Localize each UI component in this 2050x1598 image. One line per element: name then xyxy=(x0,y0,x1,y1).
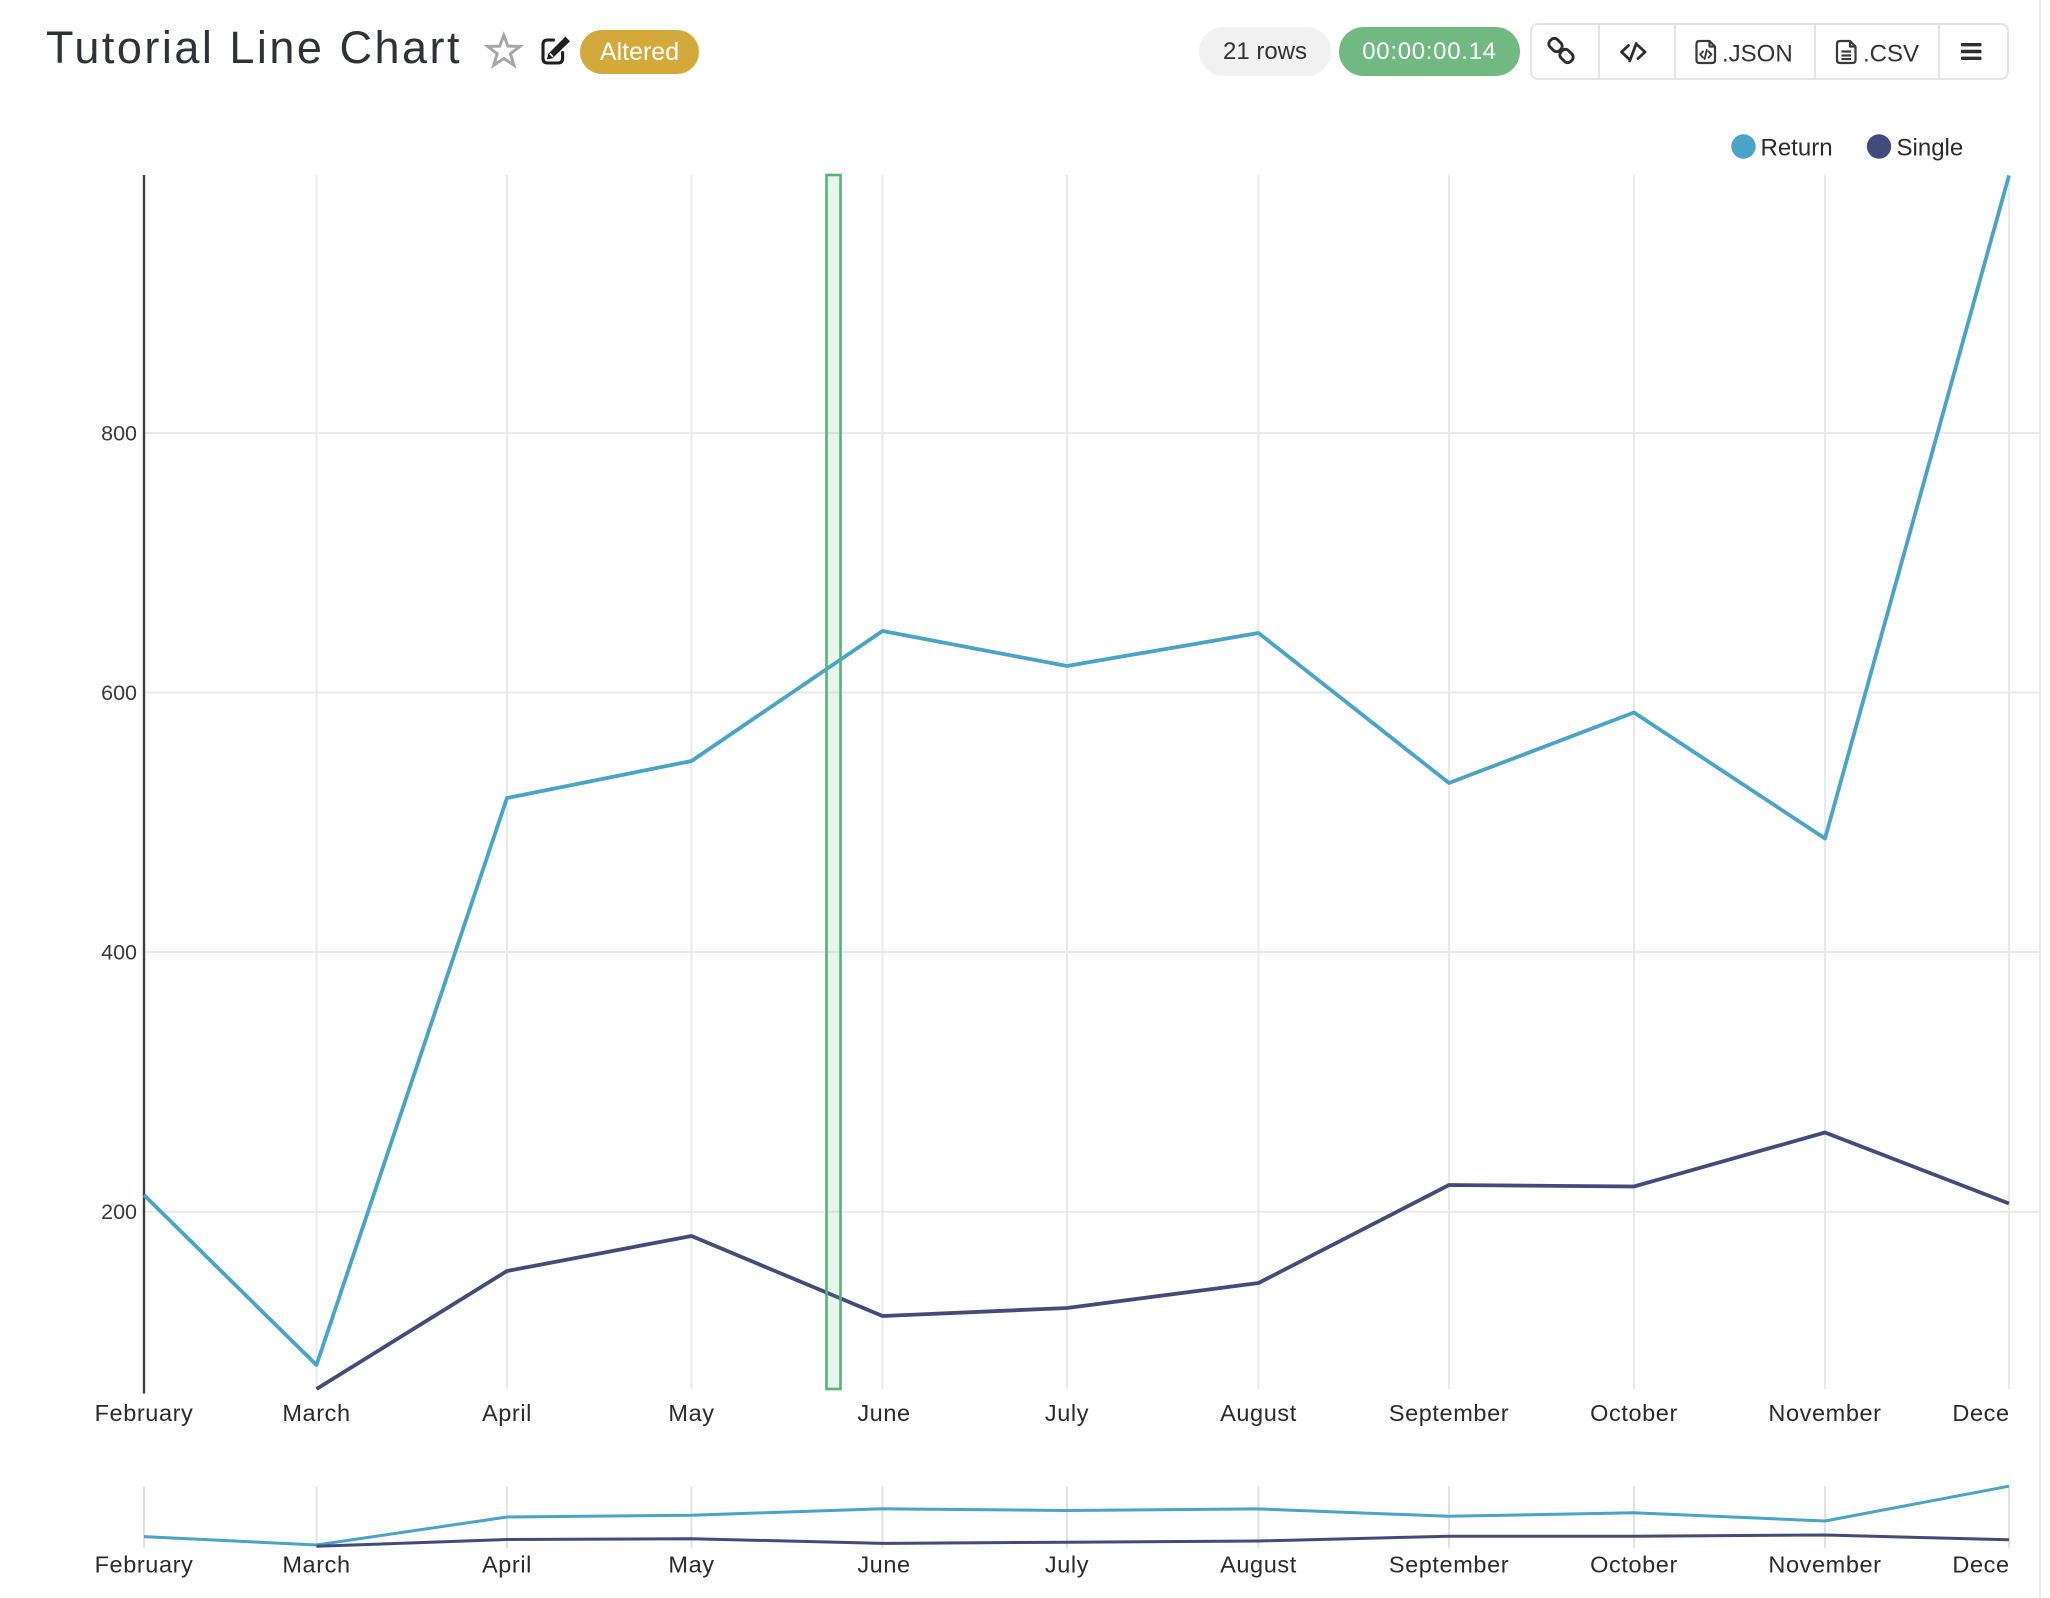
svg-text:December: December xyxy=(1952,1551,2050,1577)
svg-text:June: June xyxy=(857,1400,910,1426)
svg-text:May: May xyxy=(668,1551,714,1577)
svg-text:November: November xyxy=(1768,1400,1881,1426)
svg-text:400: 400 xyxy=(101,941,137,965)
svg-text:July: July xyxy=(1045,1400,1089,1426)
svg-text:February: February xyxy=(95,1400,194,1426)
svg-text:April: April xyxy=(482,1551,532,1577)
svg-text:February: February xyxy=(95,1551,194,1577)
svg-text:Single: Single xyxy=(1897,134,1964,161)
svg-text:200: 200 xyxy=(101,1200,137,1224)
svg-text:May: May xyxy=(668,1400,714,1426)
svg-text:December: December xyxy=(1952,1400,2050,1426)
svg-text:October: October xyxy=(1590,1551,1678,1577)
svg-text:August: August xyxy=(1220,1400,1297,1426)
svg-text:September: September xyxy=(1389,1400,1509,1426)
svg-text:July: July xyxy=(1045,1551,1089,1577)
svg-text:November: November xyxy=(1768,1551,1881,1577)
svg-text:August: August xyxy=(1220,1551,1297,1577)
svg-text:800: 800 xyxy=(101,422,137,446)
svg-text:March: March xyxy=(282,1551,350,1577)
svg-text:.CSV: .CSV xyxy=(1863,41,1919,68)
svg-text:October: October xyxy=(1590,1400,1678,1426)
svg-text:600: 600 xyxy=(101,681,137,705)
svg-text:.JSON: .JSON xyxy=(1722,41,1793,68)
svg-text:March: March xyxy=(282,1400,350,1426)
svg-text:September: September xyxy=(1389,1551,1509,1577)
svg-text:Return: Return xyxy=(1761,134,1833,161)
svg-text:June: June xyxy=(857,1551,910,1577)
svg-text:April: April xyxy=(482,1400,532,1426)
